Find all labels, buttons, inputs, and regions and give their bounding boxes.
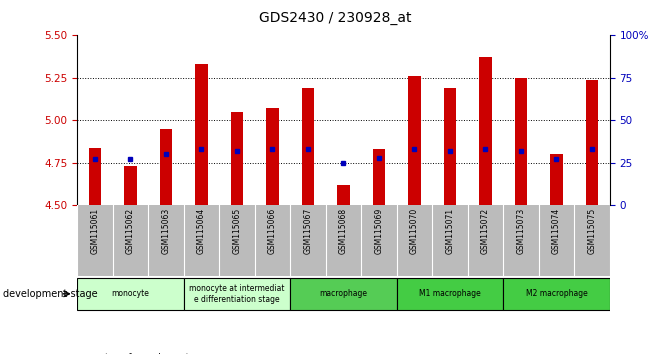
Bar [290,278,397,310]
Text: monocyte: monocyte [111,289,149,298]
Bar [266,108,279,205]
Text: M2 macrophage: M2 macrophage [525,289,588,298]
Bar [77,278,184,310]
Text: GSM115061: GSM115061 [90,207,99,253]
Text: GSM115062: GSM115062 [126,207,135,253]
Bar [515,78,527,205]
Text: GDS2430 / 230928_at: GDS2430 / 230928_at [259,11,411,25]
Text: GSM115071: GSM115071 [446,207,454,253]
Text: GSM115068: GSM115068 [339,207,348,253]
Text: M1 macrophage: M1 macrophage [419,289,481,298]
Bar [408,76,421,205]
Bar [159,129,172,205]
Bar [124,166,137,205]
Bar [88,148,101,205]
Text: GSM115074: GSM115074 [552,207,561,254]
Text: GSM115067: GSM115067 [304,207,312,254]
Text: transformed count: transformed count [105,353,190,354]
Text: GSM115066: GSM115066 [268,207,277,254]
Bar [397,278,503,310]
Text: development stage: development stage [3,289,98,299]
Bar [337,185,350,205]
Text: GSM115070: GSM115070 [410,207,419,254]
Bar [373,149,385,205]
Bar [444,88,456,205]
Text: macrophage: macrophage [320,289,367,298]
Bar [184,278,290,310]
Bar [230,112,243,205]
Bar [503,278,610,310]
Text: GSM115075: GSM115075 [588,207,596,254]
Bar [586,80,598,205]
Bar [302,88,314,205]
Text: GSM115063: GSM115063 [161,207,170,254]
Bar [479,57,492,205]
Text: GSM115073: GSM115073 [517,207,525,254]
Text: GSM115072: GSM115072 [481,207,490,253]
Bar [195,64,208,205]
Text: ■: ■ [90,353,100,354]
Text: GSM115065: GSM115065 [232,207,241,254]
Text: monocyte at intermediat
e differentiation stage: monocyte at intermediat e differentiatio… [189,284,285,303]
Text: GSM115069: GSM115069 [375,207,383,254]
Bar [550,154,563,205]
Text: GSM115064: GSM115064 [197,207,206,254]
